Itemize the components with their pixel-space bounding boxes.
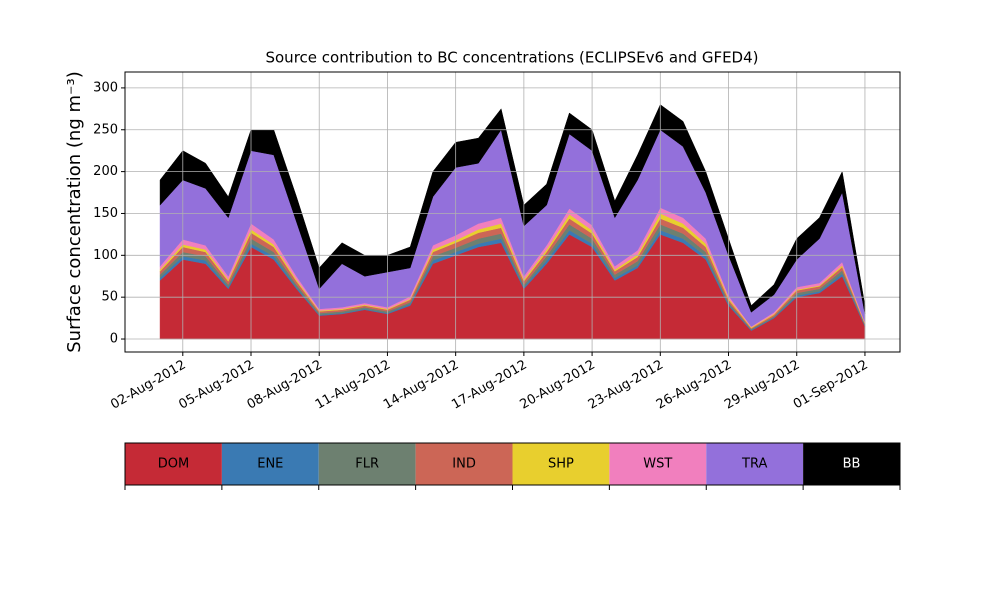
y-tick-label: 250 <box>93 122 118 137</box>
legend-swatch <box>609 443 707 485</box>
legend-label: IND <box>452 457 476 472</box>
legend-label: DOM <box>158 457 189 472</box>
legend-swatch <box>415 443 513 485</box>
legend-label: BB <box>843 457 861 472</box>
legend-label: FLR <box>355 457 379 472</box>
y-tick-label: 150 <box>93 206 118 221</box>
y-tick-label: 200 <box>93 164 118 179</box>
legend-swatch <box>803 443 900 485</box>
y-axis-label: Surface concentration (ng m⁻³) <box>64 71 85 353</box>
legend-swatch <box>125 443 222 485</box>
legend-swatch <box>512 443 610 485</box>
plot-area <box>159 104 866 340</box>
legend-swatch <box>221 443 319 485</box>
y-tick-label: 0 <box>110 332 118 347</box>
legend-label: WST <box>643 457 672 472</box>
legend-label: TRA <box>741 457 767 472</box>
legend-swatch <box>318 443 416 485</box>
y-tick-label: 300 <box>93 80 118 95</box>
chart-title: Source contribution to BC concentrations… <box>265 49 758 67</box>
plot-frame <box>124 71 901 353</box>
legend-label: ENE <box>257 457 283 472</box>
legend-swatch <box>706 443 804 485</box>
y-tick-label: 50 <box>101 290 118 305</box>
y-tick-label: 100 <box>93 248 118 263</box>
legend-label: SHP <box>548 457 574 472</box>
